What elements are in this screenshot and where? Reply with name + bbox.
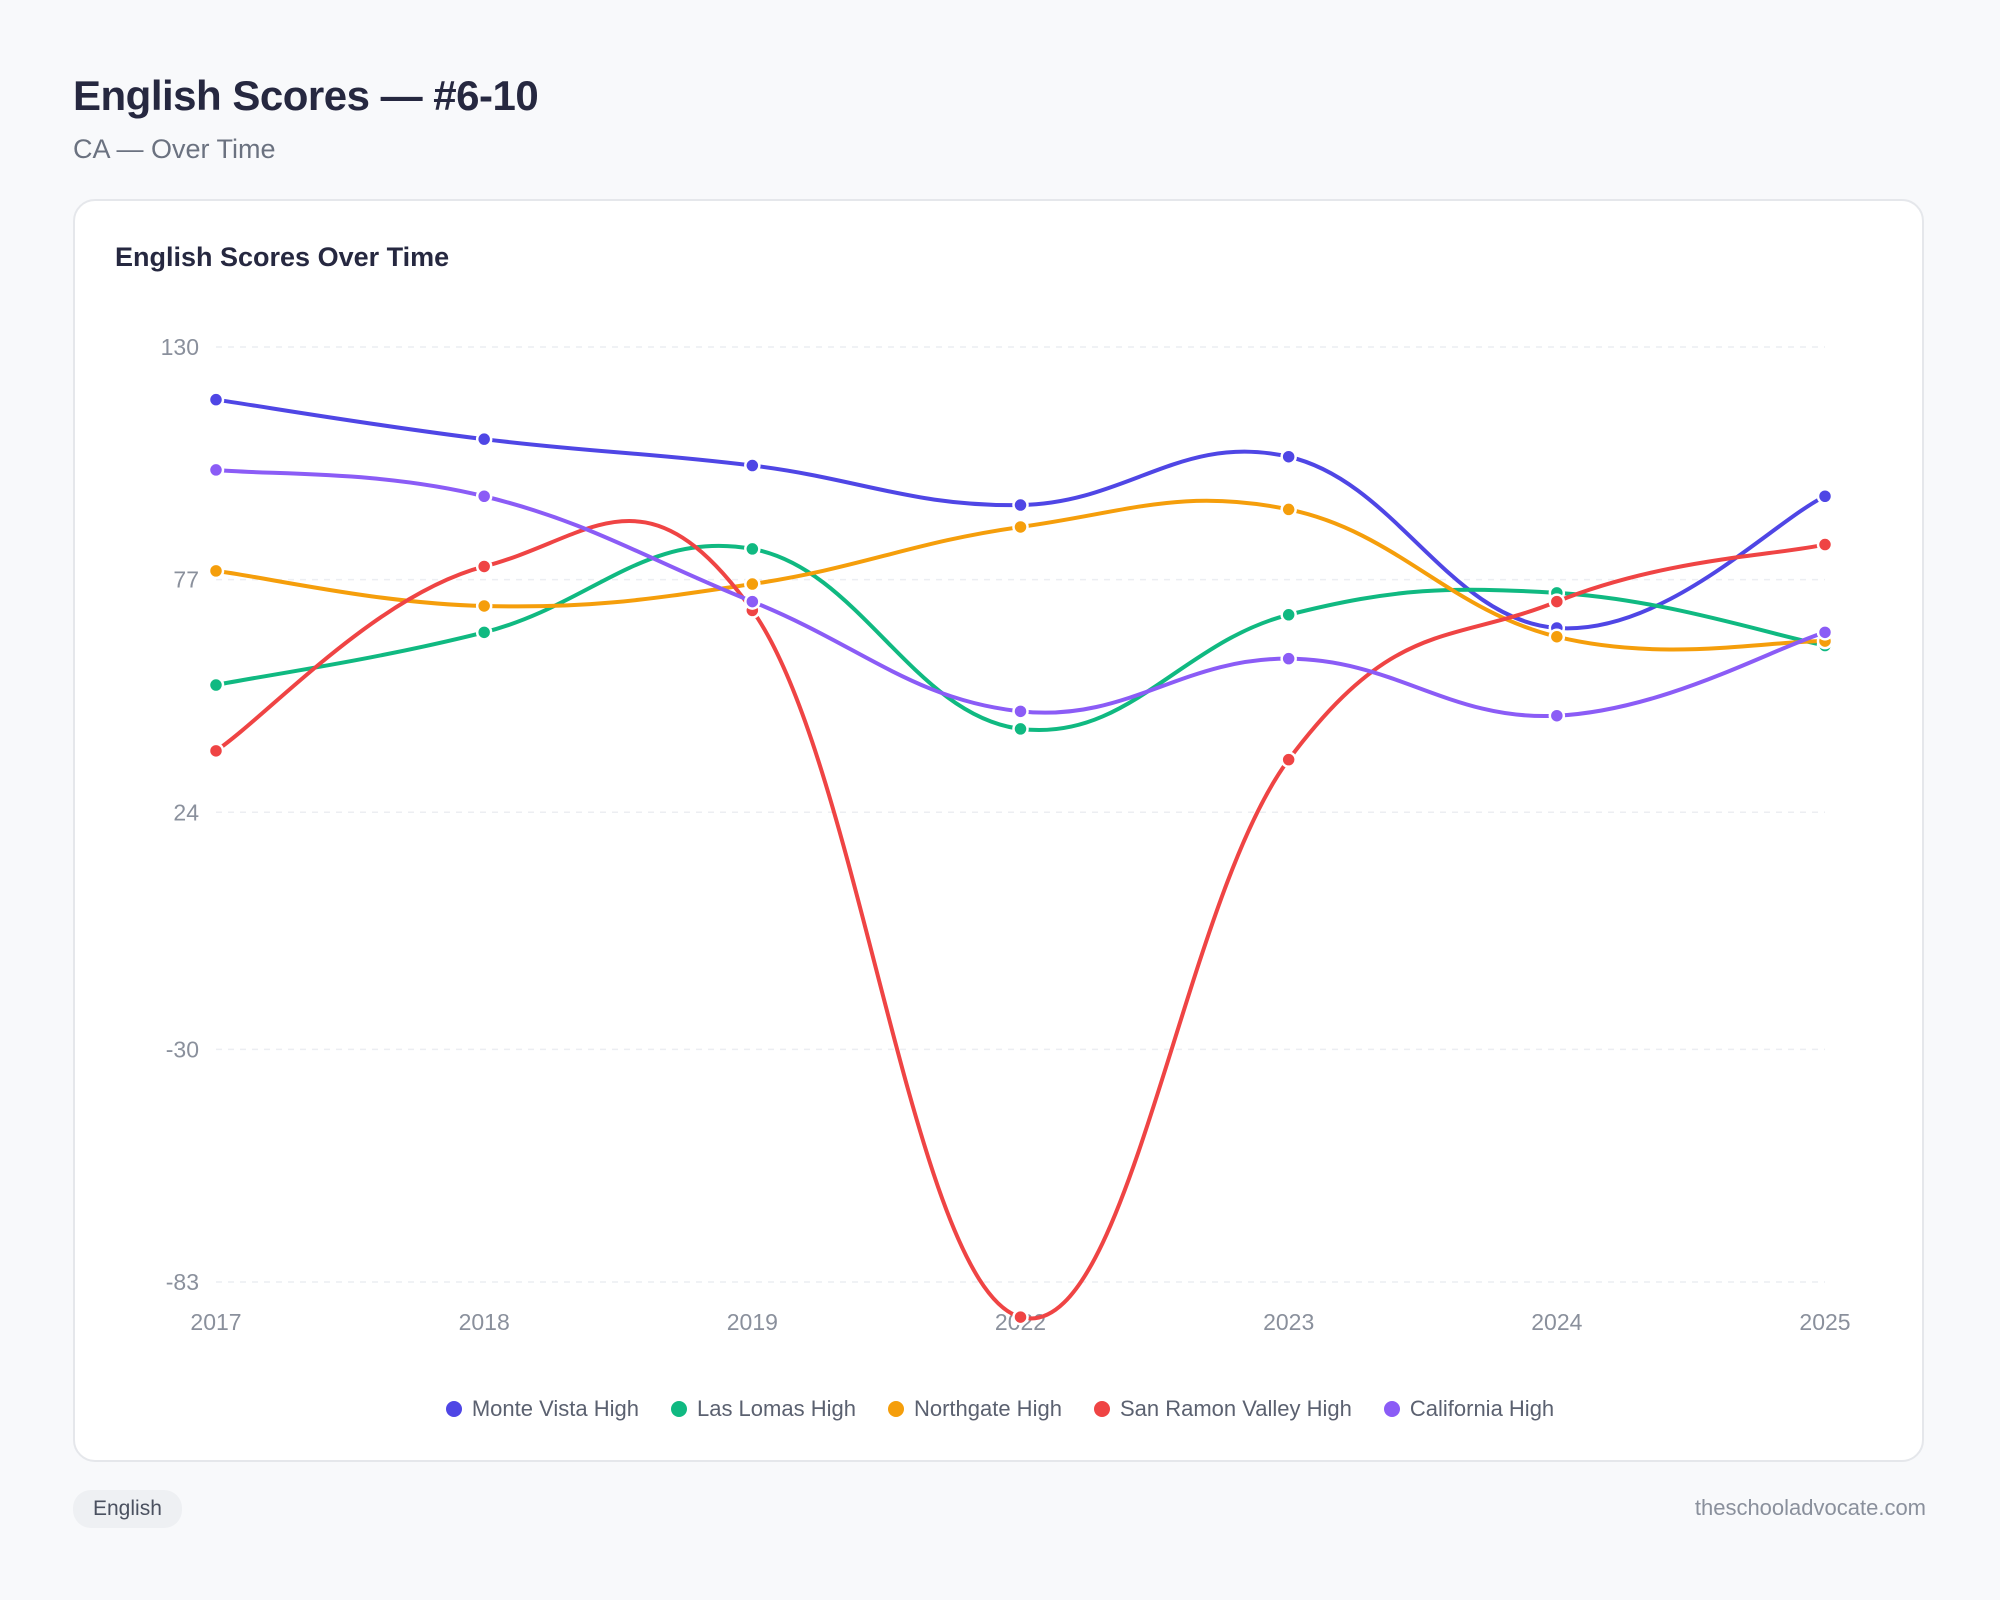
data-point [1280,448,1297,465]
data-point [207,562,225,580]
x-tick-label: 2025 [1799,1309,1850,1335]
data-point [1548,707,1566,724]
y-tick-label: -83 [166,1269,199,1295]
legend-label: Las Lomas High [696,1396,856,1421]
data-point [744,457,761,474]
legend-dot-icon [445,1401,462,1417]
legend-label: Northgate High [913,1396,1062,1421]
data-point [1012,1308,1029,1326]
data-point [475,624,493,641]
data-point [475,597,493,615]
data-point [1280,650,1297,667]
data-point [207,742,225,760]
data-point [1548,593,1566,610]
data-point [475,487,493,505]
x-tick-label: 2019 [727,1309,778,1335]
legend-label: California High [1409,1396,1555,1421]
series-line [214,519,1826,1321]
page-subtitle: CA — Over Time [73,134,276,164]
data-point [207,676,225,694]
data-point [475,558,493,575]
legend-dot-icon [670,1401,687,1417]
data-point [475,430,493,448]
chart-card [73,199,1924,1462]
data-point [1012,720,1029,738]
legend-item[interactable]: Las Lomas High [670,1396,856,1422]
x-tick-label: 2018 [459,1309,510,1335]
data-point [1548,628,1566,645]
legend-dot-icon [1093,1401,1110,1417]
y-tick-label: 77 [173,567,199,593]
data-point [1012,496,1029,514]
legend-item[interactable]: San Ramon Valley High [1093,1396,1352,1422]
data-point [744,575,761,593]
subject-tag: English [73,1490,182,1528]
chart-title: English Scores Over Time [115,242,450,272]
y-tick-label: 24 [173,799,199,825]
legend-label: San Ramon Valley High [1119,1396,1352,1421]
legend-item[interactable]: Northgate High [887,1396,1062,1422]
x-tick-label: 2023 [1263,1309,1314,1335]
data-point [1280,606,1297,624]
legend-item[interactable]: Monte Vista High [445,1396,639,1422]
legend-dot-icon [887,1401,904,1417]
page-title: English Scores — #6-10 [73,72,539,119]
legend-dot-icon [1383,1401,1400,1417]
site-link[interactable]: theschooladvocate.com [1694,1495,1926,1520]
data-point [1012,518,1029,536]
data-point [1816,536,1834,553]
data-point [207,391,225,408]
y-tick-label: 130 [161,334,199,360]
x-tick-label: 2017 [190,1309,241,1335]
x-tick-label: 2024 [1531,1309,1582,1335]
y-tick-label: -30 [166,1036,199,1062]
data-point [1280,501,1297,518]
chart-legend: Monte Vista High Las Lomas High Northgate … [0,1396,2000,1422]
data-point [744,540,761,558]
data-point [744,593,761,610]
legend-item[interactable]: California High [1383,1396,1555,1422]
data-point [207,461,225,479]
legend-label: Monte Vista High [471,1396,639,1421]
data-point [1816,487,1834,505]
data-point [1012,703,1029,720]
data-point [1816,624,1834,641]
data-point [1280,751,1297,768]
